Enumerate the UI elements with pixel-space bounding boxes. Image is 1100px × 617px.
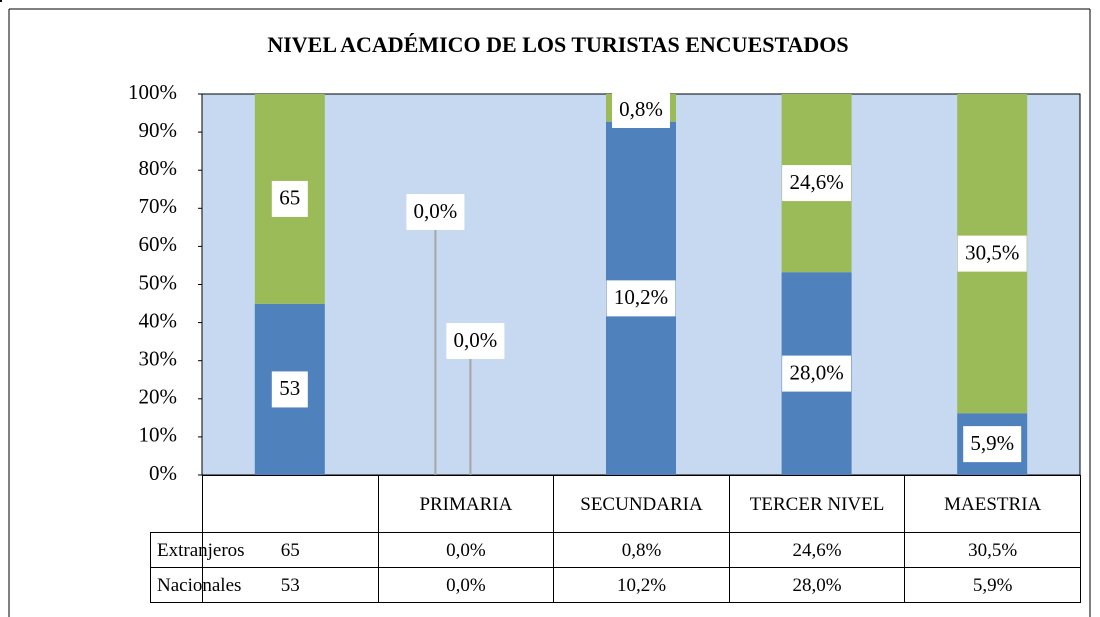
table-value: 5,9% xyxy=(904,567,1081,603)
table-value: 0,0% xyxy=(377,532,555,568)
data-label-box xyxy=(271,371,308,408)
data-label: 24,6% xyxy=(789,170,843,194)
data-label-box xyxy=(957,235,1027,272)
table-value: 65 xyxy=(202,532,379,568)
legend-cell: Extranjeros xyxy=(150,532,245,568)
data-label: 0,8% xyxy=(619,97,663,121)
y-tick-label: 10% xyxy=(139,423,178,447)
y-tick-label: 70% xyxy=(139,194,178,218)
chart-title: NIVEL ACADÉMICO DE LOS TURISTAS ENCUESTA… xyxy=(267,32,848,57)
y-tick-label: 100% xyxy=(128,80,177,104)
category-label: TERCER NIVEL xyxy=(728,475,906,533)
data-label: 65 xyxy=(279,186,300,210)
data-label-box xyxy=(446,323,505,359)
table-value: 24,6% xyxy=(728,532,906,568)
legend-label: Extranjeros xyxy=(157,539,245,561)
data-label: 53 xyxy=(279,376,300,400)
y-tick-label: 20% xyxy=(139,385,178,409)
table-value: 28,0% xyxy=(728,567,906,603)
legend-label: Nacionales xyxy=(157,574,242,596)
table-value: 53 xyxy=(202,567,379,603)
table-header-blank xyxy=(0,0,2,2)
table-value: 10,2% xyxy=(553,567,730,603)
data-label-box xyxy=(406,194,465,230)
data-label: 28,0% xyxy=(789,360,843,384)
legend-cell: Nacionales xyxy=(150,567,241,603)
category-label: MAESTRIA xyxy=(904,475,1081,533)
data-label-box xyxy=(963,426,1022,463)
y-tick-label: 80% xyxy=(139,156,178,180)
y-tick-label: 50% xyxy=(139,270,178,294)
category-label: SECUNDARIA xyxy=(553,475,730,533)
data-label: 0,0% xyxy=(454,328,498,352)
data-label: 10,2% xyxy=(614,285,668,309)
y-tick-label: 90% xyxy=(139,118,178,142)
table-value: 30,5% xyxy=(904,532,1081,568)
y-tick-label: 30% xyxy=(139,347,178,371)
y-tick-label: 40% xyxy=(139,308,178,332)
y-tick-label: 0% xyxy=(149,461,177,485)
category-label xyxy=(202,475,379,533)
data-label-box xyxy=(782,355,852,392)
category-label: PRIMARIA xyxy=(377,475,555,533)
data-label-box xyxy=(606,280,676,317)
data-label: 30,5% xyxy=(965,240,1019,264)
data-label-box xyxy=(612,92,670,128)
data-label: 5,9% xyxy=(970,431,1014,455)
table-value: 0,0% xyxy=(377,567,555,603)
y-tick-label: 60% xyxy=(139,232,178,256)
table-value: 0,8% xyxy=(553,532,730,568)
data-label-box xyxy=(271,180,308,217)
data-label-box xyxy=(782,165,852,202)
data-label: 0,0% xyxy=(414,199,458,223)
